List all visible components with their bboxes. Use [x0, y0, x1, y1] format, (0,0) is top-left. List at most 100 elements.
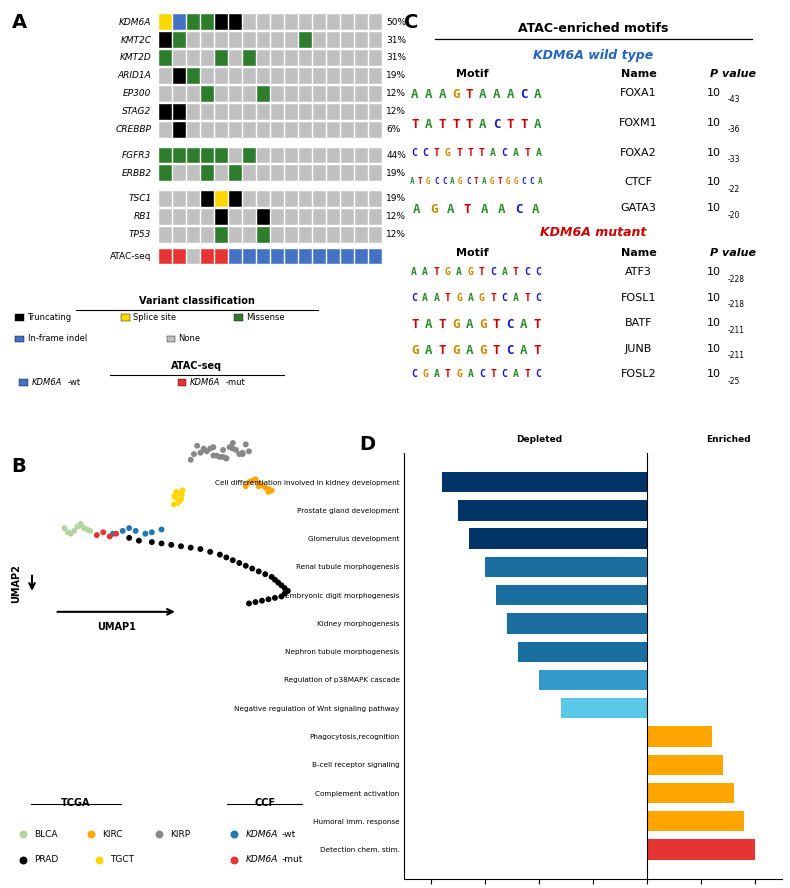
Text: T: T [525, 147, 530, 157]
Bar [243, 104, 256, 120]
Text: A: A [538, 178, 543, 186]
Text: Missense: Missense [246, 313, 285, 322]
Bar [496, 585, 647, 606]
Text: KMT2C: KMT2C [120, 36, 152, 44]
Point [130, 524, 142, 538]
Bar [215, 32, 228, 48]
Point [243, 597, 255, 611]
Bar [340, 122, 354, 138]
Text: TCGA: TCGA [61, 798, 91, 808]
Text: 12%: 12% [386, 107, 406, 116]
Bar [229, 68, 242, 84]
Bar [299, 226, 312, 242]
Text: KDM6A: KDM6A [246, 855, 278, 864]
Bar [187, 209, 200, 225]
Text: RB1: RB1 [134, 212, 152, 221]
Text: A: A [425, 344, 432, 357]
Bar [187, 104, 200, 120]
Text: Splice site: Splice site [134, 313, 176, 322]
Point [233, 556, 246, 570]
Point [249, 595, 261, 609]
Bar [271, 14, 284, 30]
Bar [299, 68, 312, 84]
Bar [187, 51, 200, 66]
Bar [16, 336, 24, 342]
Text: C: C [536, 292, 541, 303]
Text: C: C [536, 267, 541, 277]
Text: A: A [480, 88, 487, 101]
Point [198, 441, 210, 456]
Text: 50%: 50% [386, 18, 406, 27]
Text: C: C [479, 369, 485, 379]
Text: FOXA1: FOXA1 [620, 88, 657, 98]
Bar [159, 51, 172, 66]
Bar [257, 32, 269, 48]
Bar [355, 226, 367, 242]
Text: T: T [418, 178, 423, 186]
Point [243, 475, 255, 489]
Text: C: C [536, 369, 541, 379]
Bar [159, 209, 172, 225]
Point [62, 525, 74, 539]
Text: C: C [530, 178, 535, 186]
Bar [299, 191, 312, 207]
Text: -36: -36 [728, 125, 740, 134]
Bar [257, 68, 269, 84]
Point [259, 567, 272, 582]
Text: UMAP2: UMAP2 [11, 564, 21, 603]
Bar [229, 165, 242, 181]
Bar [326, 191, 340, 207]
Point [17, 828, 29, 842]
Text: C: C [502, 147, 507, 157]
Point [145, 525, 158, 539]
Bar [257, 51, 269, 66]
Bar [159, 122, 172, 138]
Bar [159, 147, 172, 163]
Bar [340, 165, 354, 181]
Point [168, 489, 181, 503]
Point [175, 488, 188, 502]
Bar [257, 122, 269, 138]
Bar [215, 249, 228, 265]
Bar [284, 68, 298, 84]
Point [170, 485, 182, 499]
Text: Motif: Motif [456, 68, 489, 79]
Bar [313, 68, 325, 84]
Text: C: C [506, 344, 514, 357]
Text: A: A [411, 267, 417, 277]
Text: T: T [491, 369, 496, 379]
Point [139, 527, 152, 541]
Bar [313, 147, 325, 163]
Text: FOXM1: FOXM1 [619, 118, 658, 128]
Text: -211: -211 [728, 326, 744, 335]
Bar [340, 32, 354, 48]
Point [269, 573, 281, 587]
Text: KDM6A: KDM6A [32, 378, 62, 387]
Text: KDM6A: KDM6A [190, 378, 220, 387]
Text: A: A [425, 88, 432, 101]
Point [216, 450, 229, 464]
Point [191, 439, 204, 453]
Bar [229, 51, 242, 66]
Bar [313, 226, 325, 242]
Text: FOSL1: FOSL1 [621, 292, 656, 303]
Text: Variant classification: Variant classification [139, 297, 254, 306]
Text: T: T [465, 118, 473, 131]
Text: 19%: 19% [386, 169, 406, 178]
Bar [187, 165, 200, 181]
Bar [229, 86, 242, 102]
Point [262, 592, 275, 607]
Bar [485, 557, 647, 577]
Bar [313, 86, 325, 102]
Bar [215, 104, 228, 120]
Point [184, 453, 197, 467]
Point [207, 440, 220, 455]
Text: T: T [491, 292, 496, 303]
Point [174, 493, 186, 507]
Bar [355, 209, 367, 225]
Text: 19%: 19% [386, 194, 406, 203]
Text: None: None [179, 335, 201, 344]
Bar [215, 51, 228, 66]
Bar [326, 68, 340, 84]
Text: A: A [434, 369, 439, 379]
